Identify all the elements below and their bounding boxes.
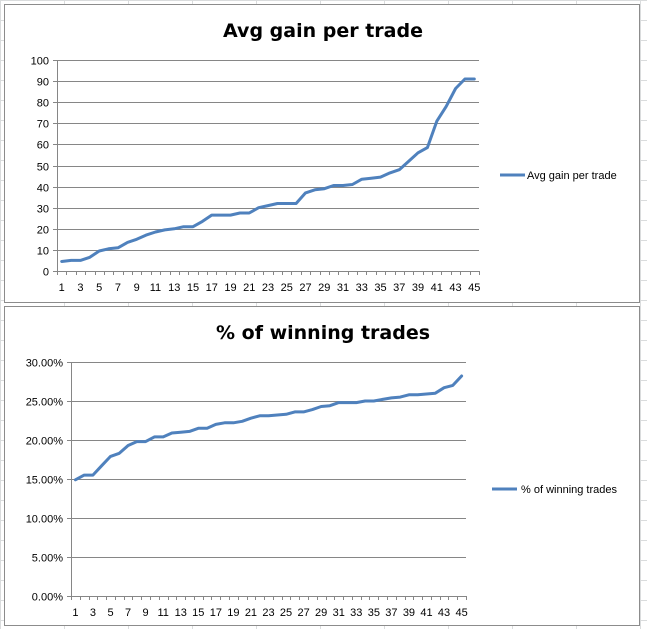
- x-tick-label: 19: [227, 607, 239, 619]
- x-tick-label: 43: [438, 607, 450, 619]
- gridlines: [71, 362, 466, 597]
- x-tick-label: 33: [356, 282, 368, 294]
- legend: % of winning trades: [492, 484, 617, 496]
- x-tick-label: 31: [337, 282, 349, 294]
- y-axis: 0.00% 5.00% 10.00% 15.00% 20.00% 25.00% 30.00%: [26, 358, 72, 604]
- x-axis: 1 3 5 7 9 11 13 15 17 19 21 23 25 27 29 31 33 35 37 39 41 43 4…: [71, 596, 468, 619]
- x-tick-label: 23: [262, 282, 274, 294]
- y-tick-label: 60: [37, 140, 49, 152]
- x-tick-label: 1: [59, 282, 65, 294]
- x-tick-label: 7: [125, 607, 131, 619]
- x-tick-label: 21: [245, 607, 257, 619]
- y-tick-label: 15.00%: [26, 475, 64, 487]
- y-tick-label: 0: [43, 267, 49, 279]
- x-tick-label: 15: [192, 607, 204, 619]
- legend: Avg gain per trade: [500, 170, 617, 182]
- chart-title: % of winning trades: [216, 322, 430, 344]
- x-tick-label: 37: [385, 607, 397, 619]
- x-tick-label: 11: [150, 282, 161, 294]
- y-tick-label: 25.00%: [26, 397, 64, 409]
- y-tick-label: 70: [37, 119, 49, 131]
- x-tick-label: 13: [175, 607, 187, 619]
- chart-avg-gain-per-trade[interactable]: Avg gain per trade 0 10 20 30 40 50 60 70 80 90 10…: [4, 4, 640, 303]
- x-tick-label: 35: [374, 282, 386, 294]
- legend-label: % of winning trades: [521, 484, 617, 496]
- x-tick-label: 25: [280, 607, 292, 619]
- y-tick-label: 20.00%: [26, 436, 64, 448]
- x-axis: 1 3 5 7 9 11 13 15 17 19 21 23 25 27 29 31 33 35 37 39 41 43 4…: [57, 271, 480, 294]
- x-tick-label: 29: [318, 282, 330, 294]
- x-tick-label: 7: [115, 282, 121, 294]
- x-tick-label: 35: [368, 607, 380, 619]
- x-tick-label: 9: [134, 282, 140, 294]
- y-tick-label: 30.00%: [26, 358, 64, 370]
- x-tick-label: 23: [262, 607, 274, 619]
- x-tick-label: 21: [243, 282, 255, 294]
- x-tick-label: 43: [449, 282, 461, 294]
- y-tick-label: 20: [37, 225, 49, 237]
- y-tick-label: 0.00%: [32, 592, 63, 604]
- x-tick-label: 33: [350, 607, 362, 619]
- y-tick-label: 10.00%: [26, 514, 64, 526]
- x-tick-label: 15: [187, 282, 199, 294]
- x-tick-label: 41: [420, 607, 432, 619]
- x-tick-label: 27: [297, 607, 309, 619]
- x-tick-label: 1: [72, 607, 78, 619]
- x-tick-label: 5: [96, 282, 102, 294]
- chart-percent-winning-trades[interactable]: % of winning trades 0.00% 5.00% 10.00% 15.0…: [4, 306, 640, 626]
- y-tick-label: 90: [37, 77, 49, 89]
- y-tick-label: 100: [31, 56, 49, 68]
- chart-title: Avg gain per trade: [223, 20, 423, 42]
- x-tick-label: 39: [403, 607, 415, 619]
- chart-canvas: % of winning trades 0.00% 5.00% 10.00% 15.0…: [26, 322, 618, 619]
- y-tick-label: 50: [37, 162, 49, 174]
- y-tick-label: 40: [37, 183, 49, 195]
- x-tick-label: 39: [412, 282, 424, 294]
- x-tick-label: 45: [455, 607, 467, 619]
- x-tick-label: 19: [224, 282, 236, 294]
- x-tick-label: 37: [393, 282, 405, 294]
- x-tick-label: 11: [157, 607, 168, 619]
- y-tick-label: 10: [37, 246, 49, 258]
- x-tick-label: 17: [206, 282, 218, 294]
- x-tick-label: 27: [299, 282, 311, 294]
- series-line: [73, 374, 464, 482]
- y-tick-label: 80: [37, 98, 49, 110]
- chart-canvas: Avg gain per trade 0 10 20 30 40 50 60 70 80 90 10…: [31, 20, 617, 294]
- gridlines: [57, 60, 479, 272]
- x-tick-label: 41: [431, 282, 443, 294]
- x-tick-label: 31: [333, 607, 345, 619]
- x-tick-label: 45: [468, 282, 480, 294]
- x-tick-label: 3: [90, 607, 96, 619]
- x-tick-label: 29: [315, 607, 327, 619]
- y-tick-label: 30: [37, 204, 49, 216]
- y-tick-label: 5.00%: [32, 553, 63, 565]
- x-tick-label: 17: [210, 607, 222, 619]
- series-line: [60, 77, 476, 263]
- x-tick-label: 9: [143, 607, 149, 619]
- y-axis: 0 10 20 30 40 50 60 70 80 90 100: [31, 56, 58, 279]
- legend-label: Avg gain per trade: [527, 170, 617, 182]
- x-tick-label: 3: [77, 282, 83, 294]
- x-tick-label: 25: [281, 282, 293, 294]
- x-tick-label: 13: [168, 282, 180, 294]
- x-tick-label: 5: [107, 607, 113, 619]
